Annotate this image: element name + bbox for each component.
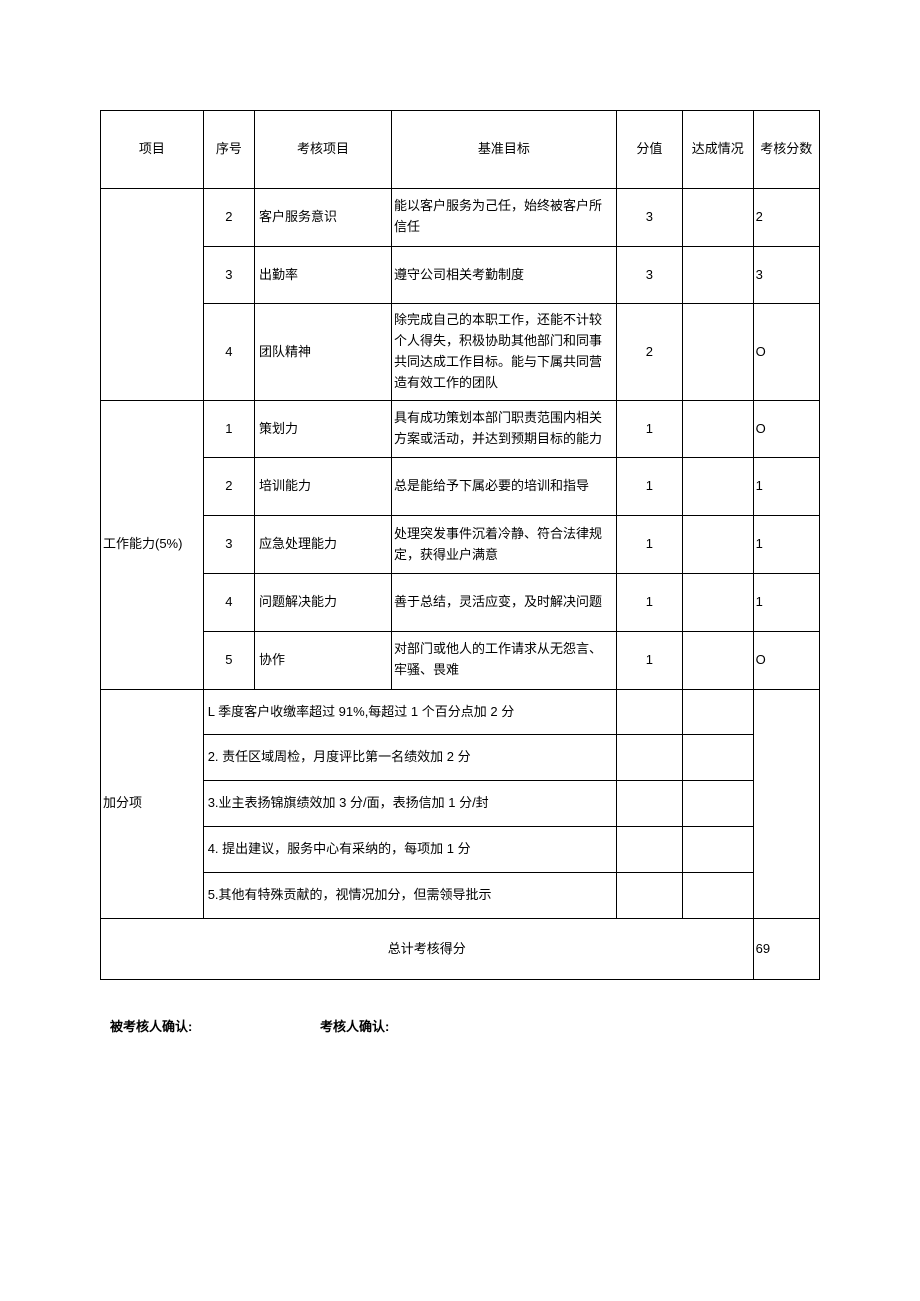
value: 1 bbox=[616, 631, 682, 689]
status bbox=[683, 188, 754, 246]
item: 培训能力 bbox=[255, 458, 392, 516]
target: 处理突发事件沉着冷静、符合法律规定，获得业户满意 bbox=[391, 516, 616, 574]
seq: 4 bbox=[203, 573, 254, 631]
score: 1 bbox=[753, 573, 819, 631]
value: 1 bbox=[616, 458, 682, 516]
h-status: 达成情况 bbox=[683, 111, 754, 189]
subject-confirm-label: 被考核人确认: bbox=[100, 1016, 320, 1035]
signature-row: 被考核人确认: 考核人确认: bbox=[100, 1016, 820, 1035]
target: 能以客户服务为己任，始终被客户所信任 bbox=[391, 188, 616, 246]
bonus-value bbox=[616, 781, 682, 827]
bonus-status bbox=[683, 781, 754, 827]
target: 总是能给予下属必要的培训和指导 bbox=[391, 458, 616, 516]
h-project: 项目 bbox=[101, 111, 204, 189]
score: 1 bbox=[753, 458, 819, 516]
bonus-row: 5.其他有特殊贡献的，视情况加分，但需领导批示 bbox=[101, 872, 820, 918]
bonus-item: 5.其他有特殊贡献的，视情况加分，但需领导批示 bbox=[203, 872, 616, 918]
target: 除完成自己的本职工作，还能不计较个人得失，积极协助其他部门和同事共同达成工作目标… bbox=[391, 304, 616, 400]
table-row: 工作能力(5%) 1 策划力 具有成功策划本部门职责范围内相关方案或活动，并达到… bbox=[101, 400, 820, 458]
item: 团队精神 bbox=[255, 304, 392, 400]
seq: 2 bbox=[203, 188, 254, 246]
score: O bbox=[753, 631, 819, 689]
item: 问题解决能力 bbox=[255, 573, 392, 631]
seq: 3 bbox=[203, 516, 254, 574]
bonus-status bbox=[683, 689, 754, 735]
group1-label bbox=[101, 188, 204, 400]
target: 善于总结，灵活应变，及时解决问题 bbox=[391, 573, 616, 631]
h-target: 基准目标 bbox=[391, 111, 616, 189]
bonus-value bbox=[616, 689, 682, 735]
score: 1 bbox=[753, 516, 819, 574]
bonus-value bbox=[616, 872, 682, 918]
status bbox=[683, 573, 754, 631]
h-seq: 序号 bbox=[203, 111, 254, 189]
h-value: 分值 bbox=[616, 111, 682, 189]
item: 客户服务意识 bbox=[255, 188, 392, 246]
bonus-status bbox=[683, 826, 754, 872]
value: 1 bbox=[616, 516, 682, 574]
seq: 5 bbox=[203, 631, 254, 689]
bonus-item: L 季度客户收缴率超过 91%,每超过 1 个百分点加 2 分 bbox=[203, 689, 616, 735]
target: 遵守公司相关考勤制度 bbox=[391, 246, 616, 304]
bonus-label: 加分项 bbox=[101, 689, 204, 918]
item: 策划力 bbox=[255, 400, 392, 458]
value: 1 bbox=[616, 573, 682, 631]
total-row: 总计考核得分 69 bbox=[101, 918, 820, 980]
table-row: 5 协作 对部门或他人的工作请求从无怨言、牢骚、畏难 1 O bbox=[101, 631, 820, 689]
item: 应急处理能力 bbox=[255, 516, 392, 574]
bonus-row: 4. 提出建议，服务中心有采纳的，每项加 1 分 bbox=[101, 826, 820, 872]
status bbox=[683, 631, 754, 689]
score: 3 bbox=[753, 246, 819, 304]
status bbox=[683, 458, 754, 516]
seq: 3 bbox=[203, 246, 254, 304]
value: 1 bbox=[616, 400, 682, 458]
status bbox=[683, 516, 754, 574]
score: O bbox=[753, 304, 819, 400]
seq: 1 bbox=[203, 400, 254, 458]
h-score: 考核分数 bbox=[753, 111, 819, 189]
assessment-table: 项目 序号 考核项目 基准目标 分值 达成情况 考核分数 2 客户服务意识 能以… bbox=[100, 110, 820, 980]
bonus-status bbox=[683, 735, 754, 781]
item: 协作 bbox=[255, 631, 392, 689]
item: 出勤率 bbox=[255, 246, 392, 304]
target: 对部门或他人的工作请求从无怨言、牢骚、畏难 bbox=[391, 631, 616, 689]
seq: 2 bbox=[203, 458, 254, 516]
score: 2 bbox=[753, 188, 819, 246]
status bbox=[683, 400, 754, 458]
bonus-item: 4. 提出建议，服务中心有采纳的，每项加 1 分 bbox=[203, 826, 616, 872]
bonus-value bbox=[616, 735, 682, 781]
target: 具有成功策划本部门职责范围内相关方案或活动，并达到预期目标的能力 bbox=[391, 400, 616, 458]
bonus-status bbox=[683, 872, 754, 918]
bonus-item: 3.业主表扬锦旗绩效加 3 分/面，表扬信加 1 分/封 bbox=[203, 781, 616, 827]
assessor-confirm-label: 考核人确认: bbox=[320, 1016, 389, 1035]
bonus-value bbox=[616, 826, 682, 872]
bonus-item: 2. 责任区域周检，月度评比第一名绩效加 2 分 bbox=[203, 735, 616, 781]
status bbox=[683, 246, 754, 304]
h-item: 考核项目 bbox=[255, 111, 392, 189]
bonus-row: 3.业主表扬锦旗绩效加 3 分/面，表扬信加 1 分/封 bbox=[101, 781, 820, 827]
table-row: 4 问题解决能力 善于总结，灵活应变，及时解决问题 1 1 bbox=[101, 573, 820, 631]
seq: 4 bbox=[203, 304, 254, 400]
table-row: 3 应急处理能力 处理突发事件沉着冷静、符合法律规定，获得业户满意 1 1 bbox=[101, 516, 820, 574]
status bbox=[683, 304, 754, 400]
value: 2 bbox=[616, 304, 682, 400]
total-label: 总计考核得分 bbox=[101, 918, 754, 980]
value: 3 bbox=[616, 246, 682, 304]
score: O bbox=[753, 400, 819, 458]
bonus-row: 加分项 L 季度客户收缴率超过 91%,每超过 1 个百分点加 2 分 bbox=[101, 689, 820, 735]
bonus-row: 2. 责任区域周检，月度评比第一名绩效加 2 分 bbox=[101, 735, 820, 781]
table-row: 4 团队精神 除完成自己的本职工作，还能不计较个人得失，积极协助其他部门和同事共… bbox=[101, 304, 820, 400]
header-row: 项目 序号 考核项目 基准目标 分值 达成情况 考核分数 bbox=[101, 111, 820, 189]
total-value: 69 bbox=[753, 918, 819, 980]
group2-label: 工作能力(5%) bbox=[101, 400, 204, 689]
table-row: 3 出勤率 遵守公司相关考勤制度 3 3 bbox=[101, 246, 820, 304]
table-row: 2 培训能力 总是能给予下属必要的培训和指导 1 1 bbox=[101, 458, 820, 516]
table-row: 2 客户服务意识 能以客户服务为己任，始终被客户所信任 3 2 bbox=[101, 188, 820, 246]
bonus-score bbox=[753, 689, 819, 918]
value: 3 bbox=[616, 188, 682, 246]
